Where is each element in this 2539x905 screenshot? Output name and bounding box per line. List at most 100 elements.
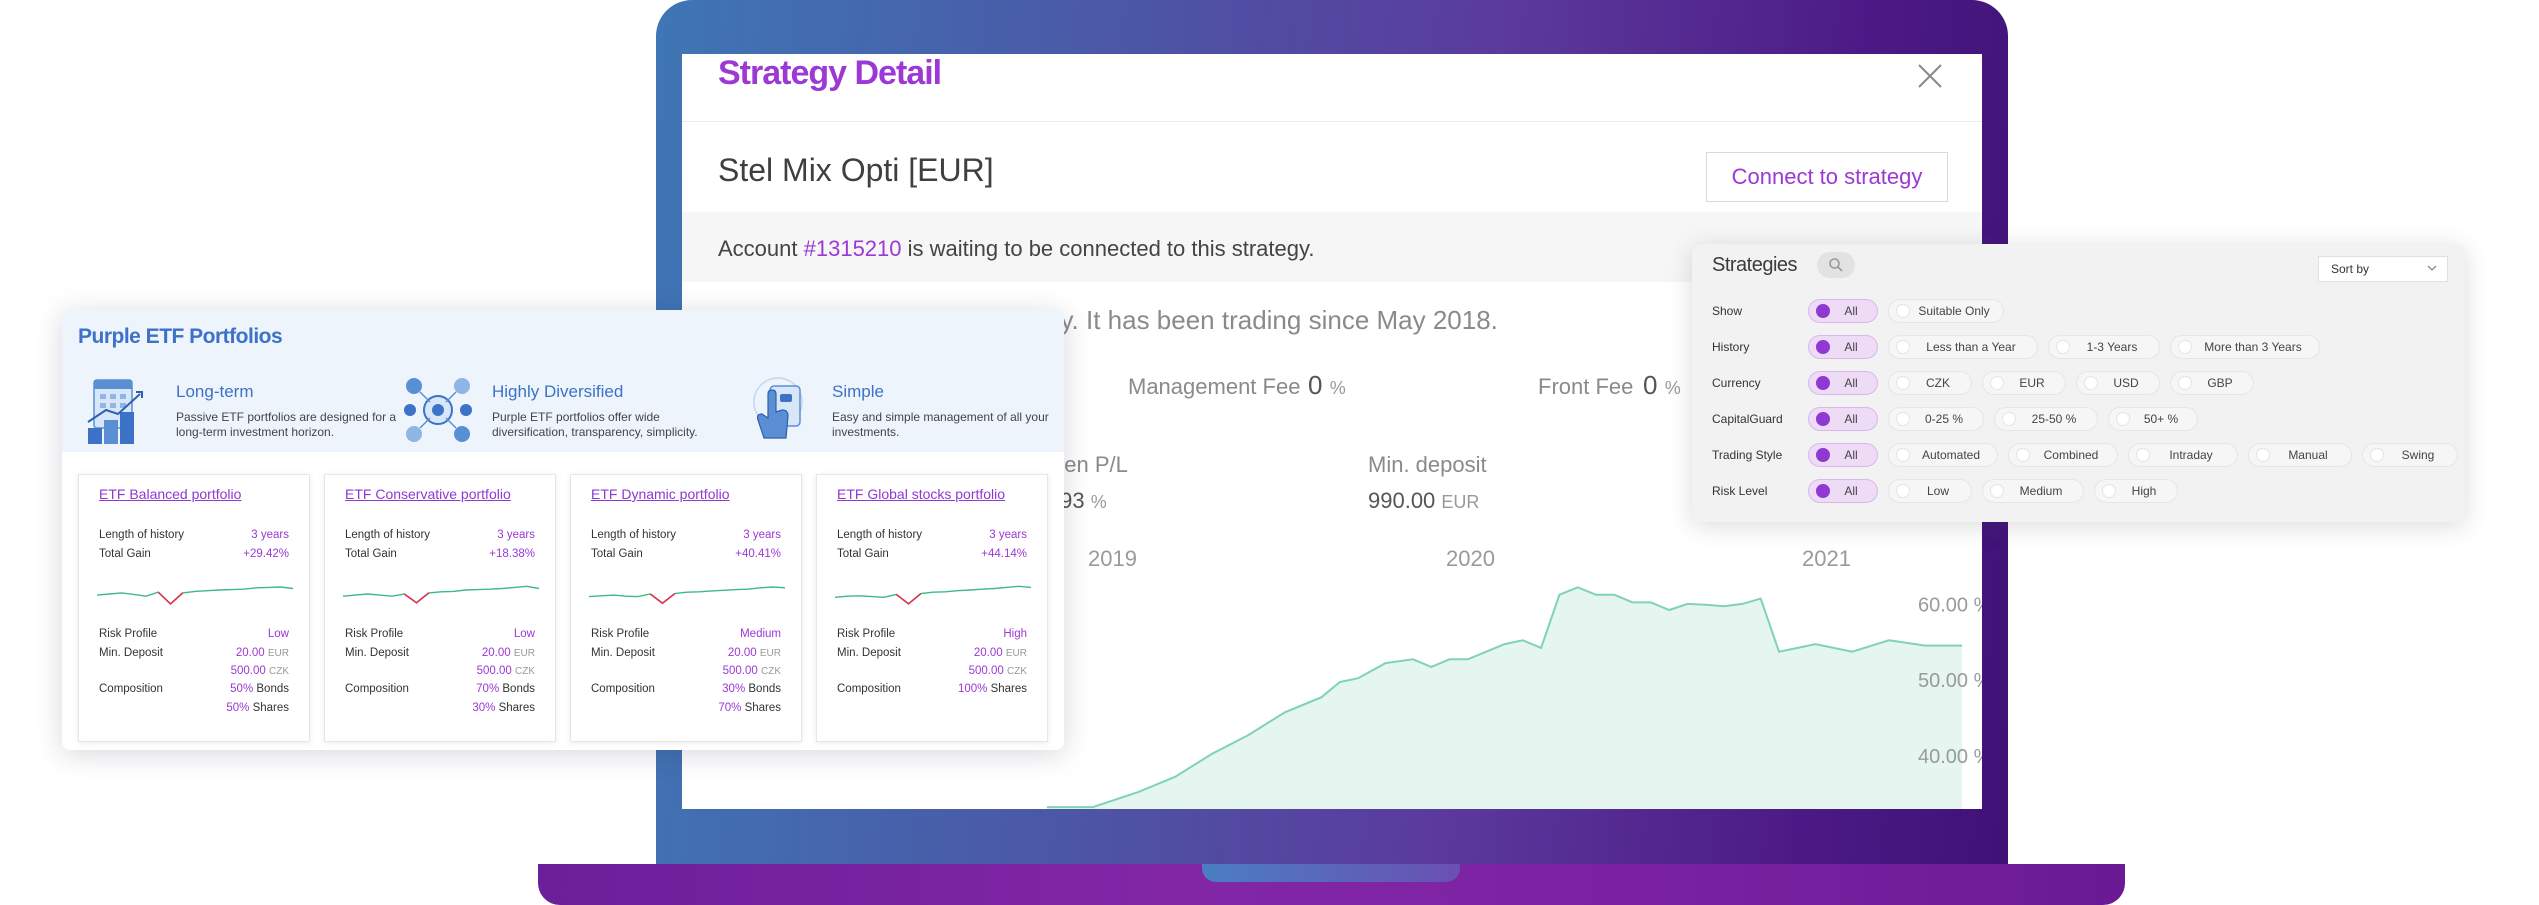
filter-chip[interactable]: Intraday: [2128, 443, 2238, 467]
filter-chip[interactable]: All: [1808, 299, 1878, 323]
filter-chip[interactable]: High: [2094, 479, 2178, 503]
risk-row: Risk Profile Low: [345, 628, 535, 644]
filter-chip[interactable]: Automated: [1888, 443, 1998, 467]
composition-row: Composition 70% Bonds: [345, 683, 535, 699]
portfolio-name-link[interactable]: ETF Dynamic portfolio: [591, 486, 730, 502]
deposit-row: Min. Deposit 20.00 EUR: [345, 647, 535, 663]
portfolio-name-link[interactable]: ETF Conservative portfolio: [345, 486, 511, 502]
checked-radio-icon: [1816, 340, 1830, 354]
filter-chip[interactable]: All: [1808, 335, 1878, 359]
calendar-illustration-icon: [87, 379, 143, 444]
radio-icon: [1896, 340, 1910, 354]
filter-chip[interactable]: USD: [2076, 371, 2160, 395]
filter-chip[interactable]: All: [1808, 371, 1878, 395]
sparkline-drawdown: [649, 592, 676, 605]
sort-by-select[interactable]: Sort by: [2318, 256, 2448, 282]
checked-radio-icon: [1816, 412, 1830, 426]
etf-portfolio-card[interactable]: ETF Dynamic portfolio Length of history …: [570, 474, 802, 742]
account-prefix: Account: [718, 236, 798, 261]
deposit-label: Min. Deposit: [345, 647, 409, 659]
filter-chip[interactable]: All: [1808, 479, 1878, 503]
risk-row: Risk Profile Medium: [591, 628, 781, 644]
strategies-filter-panel: Strategies Sort by Show All Suitable Onl…: [1692, 244, 2465, 522]
risk-label: Risk Profile: [837, 628, 896, 640]
feature-text: Passive ETF portfolios are designed for …: [176, 410, 397, 439]
radio-icon: [2256, 448, 2270, 462]
y-tick-label: 50.00 %: [1918, 670, 1982, 692]
filter-chip[interactable]: Swing: [2362, 443, 2458, 467]
history-value: 3 years: [251, 529, 289, 541]
radio-icon: [1896, 448, 1910, 462]
management-fee-value: 0 %: [1308, 370, 1346, 400]
touch-illustration-icon: [753, 377, 803, 439]
feature-title: Long-term: [176, 382, 254, 401]
search-icon: [1829, 258, 1843, 272]
close-icon[interactable]: [1916, 62, 1944, 90]
connect-to-strategy-button[interactable]: Connect to strategy: [1706, 152, 1948, 202]
chart-area-fill: [1047, 587, 1962, 809]
checked-radio-icon: [1816, 304, 1830, 318]
etf-portfolio-card[interactable]: ETF Conservative portfolio Length of his…: [324, 474, 556, 742]
composition-shares: 70% Shares: [718, 702, 781, 714]
risk-value: Low: [513, 628, 535, 640]
etf-portfolio-card[interactable]: ETF Global stocks portfolio Length of hi…: [816, 474, 1048, 742]
etf-portfolio-card[interactable]: ETF Balanced portfolio Length of history…: [78, 474, 310, 742]
strategy-name: Stel Mix Opti [EUR]: [718, 152, 994, 188]
deposit-row: Min. Deposit 20.00 EUR: [837, 647, 1027, 663]
chart-year-2020: 2020: [1446, 546, 1495, 571]
composition-shares: 100% Shares: [957, 683, 1027, 695]
radio-icon: [2178, 376, 2192, 390]
filter-chip[interactable]: 25-50 %: [1994, 407, 2098, 431]
gain-row: Total Gain +40.41%: [591, 548, 781, 564]
management-fee-label: Management Fee: [1128, 374, 1301, 399]
filter-chip[interactable]: Suitable Only: [1888, 299, 2004, 323]
filter-chip[interactable]: 50+ %: [2108, 407, 2198, 431]
filter-chip[interactable]: Medium: [1982, 479, 2084, 503]
feature-title: Simple: [832, 382, 884, 401]
filter-chip[interactable]: Low: [1888, 479, 1972, 503]
sparkline-line: [589, 586, 785, 605]
account-number-link[interactable]: #1315210: [803, 236, 902, 261]
feature-title: Highly Diversified: [492, 382, 624, 401]
deposit-label: Min. Deposit: [591, 647, 655, 659]
gain-value: +40.41%: [735, 548, 781, 560]
composition-label: Composition: [345, 683, 409, 695]
strategy-description: gy. It has been trading since May 2018.: [1046, 305, 1498, 335]
filter-chip[interactable]: Combined: [2008, 443, 2118, 467]
filter-chip[interactable]: GBP: [2170, 371, 2254, 395]
account-suffix: is waiting to be connected to this strat…: [907, 236, 1315, 261]
filter-label: Risk Level: [1712, 484, 1768, 498]
filter-chip[interactable]: 0-25 %: [1888, 407, 1984, 431]
composition-row-2: 50% Shares: [99, 702, 289, 718]
portfolio-name-link[interactable]: ETF Balanced portfolio: [99, 486, 242, 502]
deposit-row: Min. Deposit 20.00 EUR: [99, 647, 289, 663]
filter-chip[interactable]: 1-3 Years: [2048, 335, 2160, 359]
chart-year-2019: 2019: [1088, 546, 1137, 571]
filter-chip[interactable]: All: [1808, 407, 1878, 431]
filter-chip[interactable]: Less than a Year: [1888, 335, 2038, 359]
gain-row: Total Gain +29.42%: [99, 548, 289, 564]
deposit-czk: 500.00 CZK: [722, 665, 781, 677]
etf-portfolios-panel: Purple ETF Portfolios Long-term Passive …: [62, 310, 1064, 750]
filter-chip[interactable]: Manual: [2248, 443, 2352, 467]
radio-icon: [1896, 304, 1910, 318]
composition-row: Composition 30% Bonds: [591, 683, 781, 699]
y-tick-label: 60.00 %: [1918, 594, 1982, 616]
filter-chip[interactable]: EUR: [1982, 371, 2066, 395]
filter-label: Currency: [1712, 376, 1761, 390]
history-row: Length of history 3 years: [591, 529, 781, 545]
filter-label: History: [1712, 340, 1750, 354]
radio-icon: [1896, 412, 1910, 426]
filter-chip[interactable]: More than 3 Years: [2170, 335, 2320, 359]
deposit-row-czk: 500.00 CZK: [837, 665, 1027, 681]
search-button[interactable]: [1817, 252, 1855, 278]
filter-chip[interactable]: CZK: [1888, 371, 1972, 395]
gain-row: Total Gain +18.38%: [345, 548, 535, 564]
deposit-czk: 500.00 CZK: [230, 665, 289, 677]
filter-label: Show: [1712, 304, 1743, 318]
portfolio-name-link[interactable]: ETF Global stocks portfolio: [837, 486, 1006, 502]
checked-radio-icon: [1816, 484, 1830, 498]
sort-by-label: Sort by: [2331, 262, 2370, 276]
deposit-czk: 500.00 CZK: [476, 665, 535, 677]
filter-chip[interactable]: All: [1808, 443, 1878, 467]
